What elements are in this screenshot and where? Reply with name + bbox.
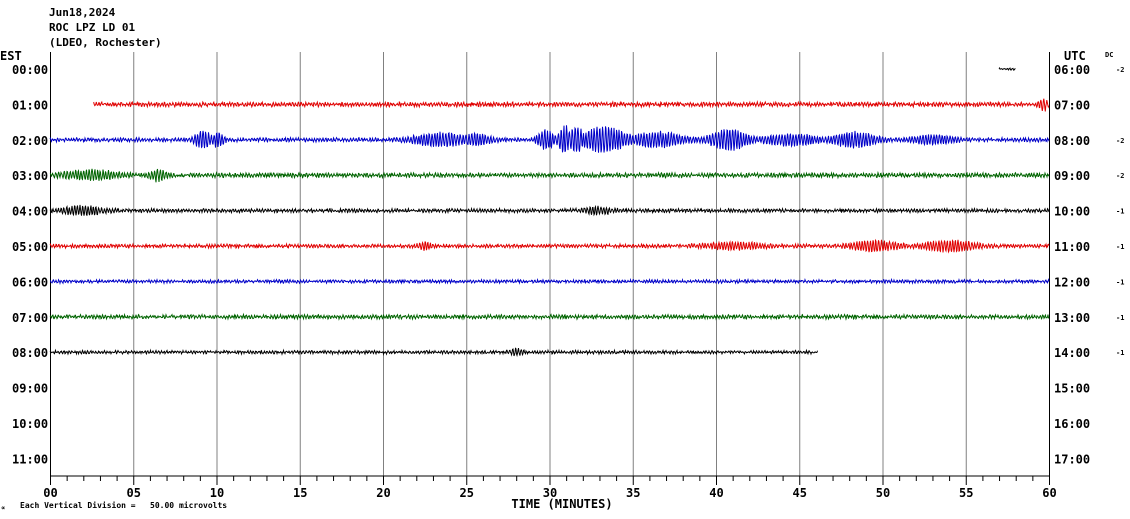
x-tick-label: 55 — [959, 486, 973, 500]
trace-line — [92, 98, 1050, 112]
x-axis-title: TIME (MINUTES) — [511, 497, 612, 511]
right-timezone-label: UTC — [1064, 49, 1086, 63]
chart-station: ROC LPZ LD 01 — [49, 21, 135, 34]
x-tick-label: 00 — [43, 486, 57, 500]
dc-offset-label: -1 — [1116, 278, 1124, 286]
utc-hour-label: 16:00 — [1054, 417, 1090, 431]
trace-line — [49, 125, 1050, 153]
utc-hour-label: 12:00 — [1054, 275, 1090, 289]
x-tick-label: 50 — [876, 486, 890, 500]
est-hour-label: 10:00 — [12, 417, 48, 431]
dc-offset-label: -1 — [1116, 349, 1124, 357]
est-hour-label: 08:00 — [12, 346, 48, 360]
est-hour-label: 05:00 — [12, 240, 48, 254]
utc-hour-label: 11:00 — [1054, 240, 1090, 254]
chart-network: (LDEO, Rochester) — [49, 36, 162, 49]
est-hour-label: 06:00 — [12, 275, 48, 289]
corner-mark: ∝ — [1, 504, 5, 512]
x-tick-label: 15 — [293, 486, 307, 500]
x-tick-label: 10 — [210, 486, 224, 500]
est-hour-label: 00:00 — [12, 63, 48, 77]
est-hour-label: 04:00 — [12, 205, 48, 219]
dc-header-label: DC — [1105, 51, 1113, 59]
x-tick-label: 25 — [460, 486, 474, 500]
trace-line — [998, 67, 1016, 71]
trace-line — [49, 168, 1050, 183]
utc-hour-label: 15:00 — [1054, 382, 1090, 396]
hour-labels: 00:00 06:00 -2 01:00 07:00 02:00 08:00 -2 03:00 0… — [12, 63, 1124, 466]
trace-line — [49, 204, 1050, 217]
est-hour-label: 01:00 — [12, 98, 48, 112]
seismic-traces — [49, 67, 1050, 357]
utc-hour-label: 14:00 — [1054, 346, 1090, 360]
vertical-gridlines — [50, 52, 1050, 476]
utc-hour-label: 09:00 — [1054, 169, 1090, 183]
x-tick-label: 45 — [793, 486, 807, 500]
dc-offset-label: -1 — [1116, 208, 1124, 216]
est-hour-label: 07:00 — [12, 311, 48, 325]
est-hour-label: 03:00 — [12, 169, 48, 183]
dc-offset-label: -2 — [1116, 172, 1124, 180]
utc-hour-label: 13:00 — [1054, 311, 1090, 325]
trace-line — [49, 238, 1050, 254]
utc-hour-label: 06:00 — [1054, 63, 1090, 77]
x-tick-label: 05 — [127, 486, 141, 500]
x-tick-label: 30 — [543, 486, 557, 500]
dc-offset-label: -1 — [1116, 243, 1124, 251]
dc-offset-label: -1 — [1116, 314, 1124, 322]
dc-offset-label: -2 — [1116, 137, 1124, 145]
chart-date: Jun18,2024 — [49, 6, 116, 19]
est-hour-label: 02:00 — [12, 134, 48, 148]
x-axis: 00 05 10 15 20 25 30 35 40 45 50 55 60 — [43, 475, 1057, 500]
utc-hour-label: 10:00 — [1054, 205, 1090, 219]
est-hour-label: 11:00 — [12, 452, 48, 466]
x-tick-label: 40 — [709, 486, 723, 500]
dc-offset-label: -2 — [1116, 66, 1124, 74]
utc-hour-label: 08:00 — [1054, 134, 1090, 148]
scale-note: Each Vertical Division = 50.00 microvolt… — [20, 500, 227, 510]
trace-line — [49, 312, 1050, 321]
left-timezone-label: EST — [0, 49, 22, 63]
utc-hour-label: 17:00 — [1054, 452, 1090, 466]
trace-line — [50, 277, 1050, 286]
trace-line — [49, 347, 818, 357]
utc-hour-label: 07:00 — [1054, 98, 1090, 112]
x-tick-label: 35 — [626, 486, 640, 500]
est-hour-label: 09:00 — [12, 382, 48, 396]
x-tick-label: 60 — [1042, 486, 1056, 500]
x-tick-label: 20 — [376, 486, 390, 500]
